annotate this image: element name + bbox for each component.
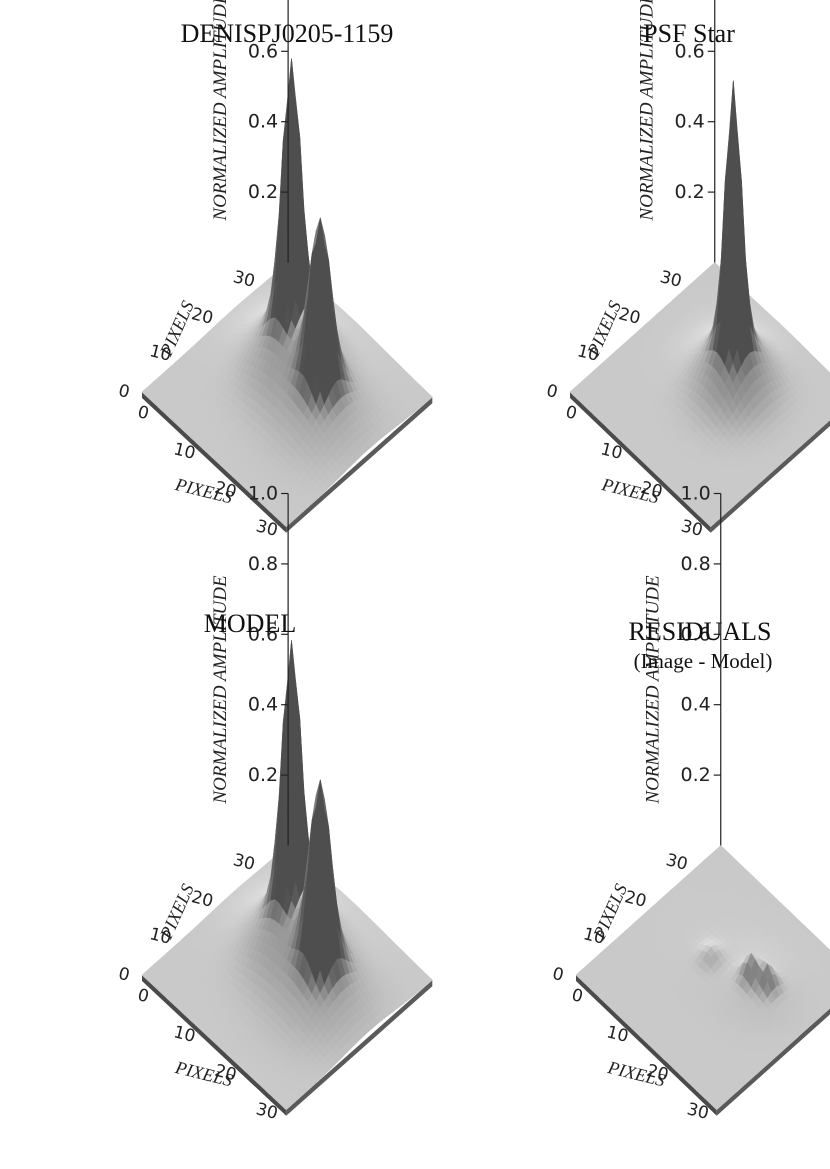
surface-facet	[706, 518, 716, 528]
z-axis-label: NORMALIZED AMPLITUDE	[210, 0, 231, 222]
z-tick-label: 0.6	[248, 40, 278, 62]
z-tick-label: 0.8	[248, 553, 278, 575]
surface-psf-star	[569, 80, 830, 533]
z-tick-label: 0.4	[681, 694, 711, 716]
z-tick-label: 0.4	[248, 694, 278, 716]
x-tick-label: 0	[136, 402, 151, 424]
z-axis-label: NORMALIZED AMPLITUDE	[637, 0, 658, 222]
z-tick-label: 1.0	[248, 483, 278, 505]
x-tick-label: 30	[254, 516, 280, 541]
surface-residuals	[575, 845, 830, 1116]
x-tick-label: 30	[679, 516, 705, 541]
surface-denis	[141, 58, 433, 533]
z-tick-label: 0.2	[675, 181, 705, 203]
y-tick-label: 30	[231, 267, 257, 292]
surface-facet	[281, 1101, 291, 1111]
x-tick-label: 10	[598, 439, 624, 464]
x-tick-label: 30	[254, 1099, 280, 1124]
chart-title: MODEL	[204, 609, 296, 638]
surface-right-edge	[716, 1008, 830, 1116]
z-tick-label: 0.6	[675, 40, 705, 62]
y-tick-label: 0	[116, 381, 131, 403]
surface-front-edge	[142, 392, 287, 533]
z-tick-label: 0.2	[248, 181, 278, 203]
y-tick-label: 0	[544, 381, 559, 403]
surface-model	[141, 640, 433, 1116]
x-tick-label: 0	[136, 985, 151, 1007]
x-tick-label: 0	[564, 402, 579, 424]
z-tick-label: 0.4	[675, 111, 705, 133]
z-axis-label: NORMALIZED AMPLITUDE	[210, 575, 231, 805]
y-tick-label: 30	[658, 267, 684, 292]
x-tick-label: 10	[171, 1022, 197, 1047]
z-tick-label: 0.6	[681, 623, 711, 645]
chart-title: PSF Star	[643, 19, 735, 48]
surface-facet	[712, 1101, 722, 1111]
x-tick-label: 10	[171, 439, 197, 464]
surface-front-edge	[570, 392, 711, 533]
x-axis-label: PIXELS	[599, 474, 661, 508]
z-tick-label: 0.8	[681, 553, 711, 575]
surface-front-edge	[576, 975, 717, 1116]
z-tick-label: 0.2	[248, 764, 278, 786]
z-tick-label: 0.2	[681, 764, 711, 786]
surface-right-edge	[286, 980, 433, 1116]
surface-right-edge	[710, 420, 830, 533]
z-tick-label: 0.4	[248, 111, 278, 133]
surface-front-edge	[142, 975, 287, 1116]
surface-right-edge	[286, 397, 433, 533]
chart-title: DENISPJ0205-1159	[181, 19, 394, 48]
z-tick-label: 0.6	[248, 623, 278, 645]
y-tick-label: 0	[116, 964, 131, 986]
y-tick-label: 30	[231, 850, 257, 875]
